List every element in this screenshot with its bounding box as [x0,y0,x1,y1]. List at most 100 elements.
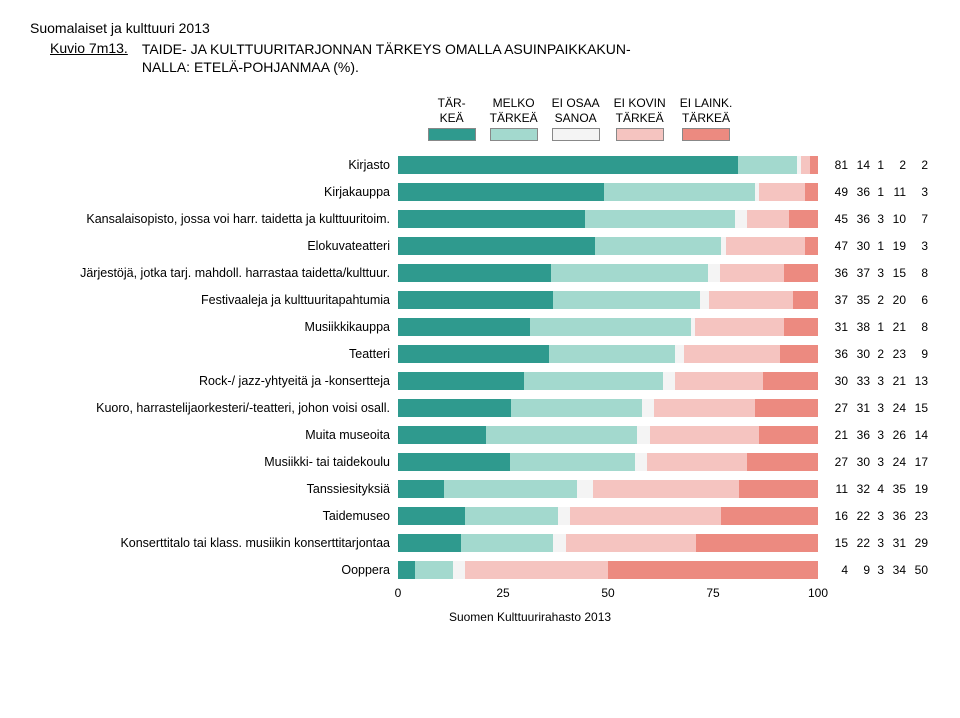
row-label: Tanssiesityksiä [30,482,398,496]
legend-swatch [552,128,600,141]
legend-label: EI OSAA SANOA [552,96,600,125]
bar-segment [726,237,806,255]
page-supertitle: Suomalaiset ja kulttuuri 2013 [30,20,930,36]
value: 14 [848,158,870,172]
legend-item: EI OSAA SANOA [552,96,600,141]
bar-segment [593,480,739,498]
value: 3 [870,536,884,550]
bar-segment [398,399,511,417]
value: 15 [826,536,848,550]
chart-row: Musiikkikauppa31381218 [30,315,930,339]
row-label: Teatteri [30,347,398,361]
title-row: Kuvio 7m13. TAIDE- JA KULTTUURITARJONNAN… [30,40,930,76]
bar-segment [398,237,595,255]
stacked-bar [398,345,818,363]
bar-segment [566,534,696,552]
axis-tick: 75 [706,586,719,600]
stacked-bar [398,534,818,552]
bar-segment [747,210,789,228]
axis-tick: 50 [601,586,614,600]
bar-segment [789,210,818,228]
stacked-bar [398,237,818,255]
row-label: Kuoro, harrastelijaorkesteri/-teatteri, … [30,401,398,415]
value: 24 [884,455,906,469]
row-values: 213632614 [818,428,928,442]
value: 21 [884,320,906,334]
value: 31 [826,320,848,334]
value: 21 [884,374,906,388]
bar-segment [398,372,524,390]
legend-item: EI KOVIN TÄRKEÄ [614,96,666,141]
row-values: 113243519 [818,482,928,496]
bar-segment [747,453,818,471]
value: 1 [870,185,884,199]
bar-segment [738,156,797,174]
value: 3 [906,185,928,199]
value: 3 [870,266,884,280]
chart-row: Festivaaleja ja kulttuuritapahtumia37352… [30,288,930,312]
bar-segment [739,480,818,498]
x-axis-ticks: 0255075100 [398,586,818,604]
row-label: Ooppera [30,563,398,577]
value: 23 [906,509,928,523]
bar-segment [608,561,818,579]
value: 45 [826,212,848,226]
bar-segment [551,264,708,282]
stacked-bar [398,561,818,579]
value: 11 [826,482,848,496]
value: 22 [848,509,870,523]
bar-segment [647,453,747,471]
row-label: Konserttitalo tai klass. musiikin konser… [30,536,398,550]
row-label: Elokuvateatteri [30,239,398,253]
bar-segment [793,291,818,309]
row-values: 36302239 [818,347,928,361]
stacked-bar [398,426,818,444]
row-values: 4933450 [818,563,928,577]
stacked-bar [398,453,818,471]
chart-row: Elokuvateatteri47301193 [30,234,930,258]
value: 9 [906,347,928,361]
value: 16 [826,509,848,523]
value: 7 [906,212,928,226]
x-axis: 0255075100 [30,586,930,604]
bar-segment [805,237,818,255]
bar-segment [398,291,553,309]
value: 3 [906,239,928,253]
value: 2 [906,158,928,172]
bar-segment [465,561,608,579]
row-label: Muita museoita [30,428,398,442]
value: 14 [906,428,928,442]
row-label: Rock-/ jazz-yhtyeitä ja -konsertteja [30,374,398,388]
bar-segment [805,183,818,201]
row-values: 45363107 [818,212,928,226]
bar-segment [604,183,755,201]
bar-segment [577,480,594,498]
bar-segment [530,318,691,336]
row-values: 49361113 [818,185,928,199]
bar-segment [708,264,721,282]
chart-row: Teatteri 36302239 [30,342,930,366]
legend-swatch [682,128,730,141]
figure-number: Kuvio 7m13. [50,40,128,56]
value: 32 [848,482,870,496]
bar-segment [461,534,553,552]
value: 3 [870,455,884,469]
bar-segment [720,264,784,282]
row-values: 47301193 [818,239,928,253]
chart-row: Kirjasto8114122 [30,153,930,177]
bar-segment [553,534,566,552]
legend: TÄR- KEÄMELKO TÄRKEÄEI OSAA SANOAEI KOVI… [30,96,930,141]
value: 47 [826,239,848,253]
chart-row: Konserttitalo tai klass. musiikin konser… [30,531,930,555]
value: 27 [826,455,848,469]
stacked-bar [398,156,818,174]
value: 81 [826,158,848,172]
value: 29 [906,536,928,550]
bar-segment [398,156,738,174]
chart-row: Kirjakauppa49361113 [30,180,930,204]
value: 3 [870,428,884,442]
value: 30 [848,347,870,361]
bar-segment [735,210,747,228]
bar-segment [398,507,465,525]
bar-segment [558,507,571,525]
